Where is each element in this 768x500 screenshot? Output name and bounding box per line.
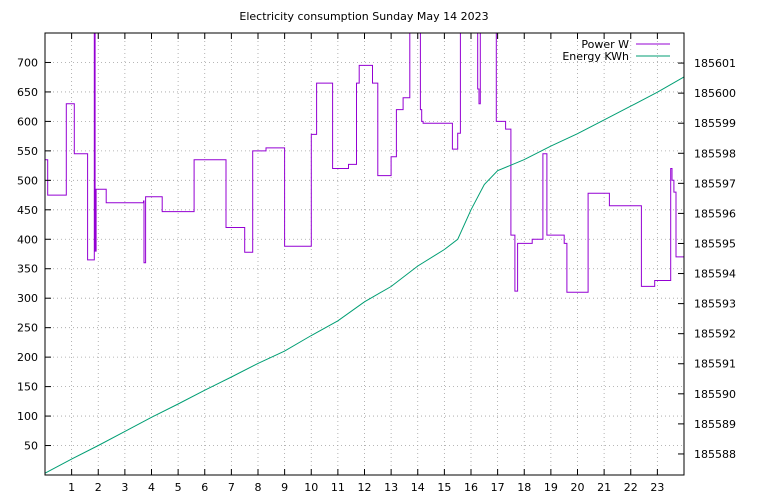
x-tick-label: 21 (597, 481, 611, 494)
y2-tick-label: 185596 (694, 207, 736, 220)
y-tick-label: 550 (17, 145, 38, 158)
x-tick-label: 8 (255, 481, 262, 494)
x-tick-label: 16 (464, 481, 478, 494)
y2-tick-label: 185588 (694, 448, 736, 461)
y-tick-label: 500 (17, 174, 38, 187)
y2-tick-label: 185593 (694, 298, 736, 311)
y-tick-label: 350 (17, 263, 38, 276)
y-tick-label: 150 (17, 381, 38, 394)
x-tick-label: 1 (68, 481, 75, 494)
y2-tick-label: 185590 (694, 388, 736, 401)
x-tick-label: 12 (358, 481, 372, 494)
x-tick-label: 3 (121, 481, 128, 494)
x-tick-label: 23 (650, 481, 664, 494)
x-tick-label: 19 (544, 481, 558, 494)
x-tick-label: 22 (624, 481, 638, 494)
y-tick-label: 450 (17, 204, 38, 217)
x-tick-label: 9 (281, 481, 288, 494)
x-tick-label: 2 (95, 481, 102, 494)
y2-tick-label: 185597 (694, 177, 736, 190)
x-tick-label: 20 (571, 481, 585, 494)
y-tick-label: 50 (24, 440, 38, 453)
x-tick-label: 18 (517, 481, 531, 494)
y-tick-label: 100 (17, 410, 38, 423)
y-tick-label: 700 (17, 56, 38, 69)
y2-tick-label: 185589 (694, 418, 736, 431)
x-tick-label: 4 (148, 481, 155, 494)
x-tick-label: 5 (175, 481, 182, 494)
series-line-2 (44, 76, 685, 474)
y2-tick-label: 185591 (694, 358, 736, 371)
x-tick-label: 17 (491, 481, 505, 494)
grid (45, 33, 684, 475)
y2-tick-label: 185595 (694, 237, 736, 250)
y2-tick-label: 185592 (694, 328, 736, 341)
y-tick-label: 300 (17, 292, 38, 305)
x-tick-label: 6 (201, 481, 208, 494)
ticks: 1 2 3 4 5 6 7 8 9 10 11 12 13 14 15 16 17 18 19 20 21 22 23501… (17, 33, 736, 494)
y2-tick-label: 185598 (694, 147, 736, 160)
x-tick-label: 11 (331, 481, 345, 494)
y-tick-label: 650 (17, 86, 38, 99)
y-tick-label: 600 (17, 115, 38, 128)
legend-label: Energy KWh (562, 50, 629, 63)
x-tick-label: 10 (304, 481, 318, 494)
chart-title: Electricity consumption Sunday May 14 20… (239, 10, 488, 23)
x-tick-label: 15 (437, 481, 451, 494)
legend-label: Power W (581, 38, 629, 51)
y2-tick-label: 185599 (694, 117, 736, 130)
x-tick-label: 7 (228, 481, 235, 494)
y2-tick-label: 185600 (694, 87, 736, 100)
y-tick-label: 250 (17, 322, 38, 335)
y2-tick-label: 185594 (694, 268, 736, 281)
x-tick-label: 14 (411, 481, 425, 494)
x-tick-label: 13 (384, 481, 398, 494)
y2-tick-label: 185601 (694, 57, 736, 70)
y-tick-label: 200 (17, 351, 38, 364)
y-tick-label: 400 (17, 233, 38, 246)
